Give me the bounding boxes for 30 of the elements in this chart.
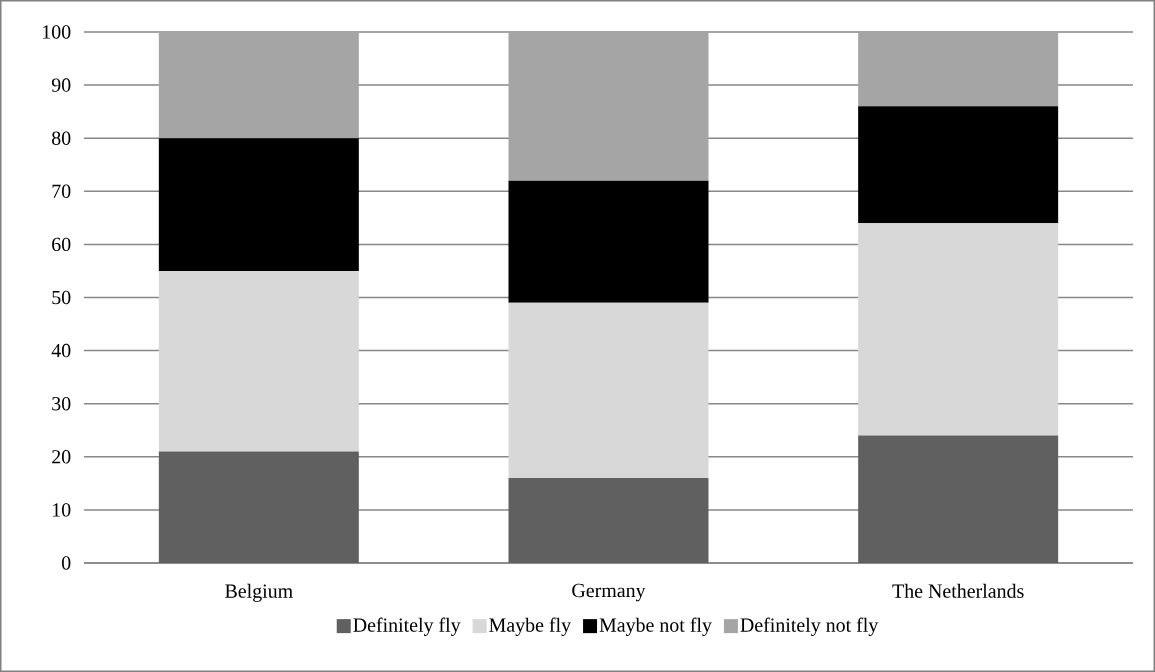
bar [158, 451, 359, 563]
y-tick-label: 10 [52, 503, 71, 517]
x-tick-label: Germany [572, 583, 646, 602]
legend-label: Maybe fly [489, 617, 571, 636]
y-tick-label: 50 [52, 290, 71, 305]
bar [858, 31, 1059, 107]
bar [508, 478, 709, 563]
y-tick-label: 100 [43, 25, 71, 39]
x-tick-label: The Netherlands [892, 583, 1024, 598]
bar [158, 138, 359, 271]
y-tick-label: 20 [52, 450, 71, 464]
bar [508, 180, 709, 303]
legend-label: Definitely fly [353, 617, 461, 636]
legend-label: Maybe not fly [599, 617, 712, 636]
bar [158, 31, 359, 139]
y-tick-label: 70 [52, 184, 71, 198]
y-tick-label: 40 [51, 343, 71, 358]
bar [858, 435, 1059, 563]
bar [858, 106, 1059, 224]
bar [508, 302, 709, 479]
y-tick-label: 80 [52, 131, 71, 145]
legend-label: Definitely not fly [740, 617, 879, 636]
y-tick-label: 30 [52, 396, 71, 411]
bar [858, 223, 1059, 436]
bar [508, 31, 709, 181]
y-tick-label: 0 [61, 556, 71, 570]
bar [158, 270, 359, 452]
y-tick-label: 60 [52, 237, 71, 252]
x-tick-label: Belgium [225, 583, 293, 602]
y-tick-label: 90 [51, 78, 71, 92]
